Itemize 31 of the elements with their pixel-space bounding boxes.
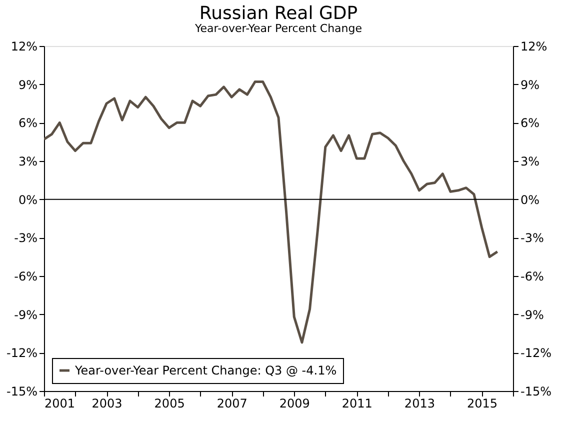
- y2-tick-label: 12%: [520, 40, 548, 54]
- x-tick-label: 2005: [154, 396, 185, 410]
- chart-subtitle: Year-over-Year Percent Change: [194, 22, 362, 35]
- y2-tick-label: -3%: [520, 231, 544, 246]
- x-tick-label: 2009: [279, 396, 310, 410]
- legend-label: Year-over-Year Percent Change: Q3 @ -4.1%: [74, 364, 337, 378]
- y-tick-label: 3%: [18, 154, 38, 168]
- y-tick-label: -3%: [14, 231, 38, 246]
- y-tick-label: 0%: [18, 192, 38, 207]
- y2-tick-label: -9%: [520, 308, 544, 322]
- x-tick-label: 2013: [404, 396, 435, 410]
- y2-tick-label: -6%: [520, 270, 544, 284]
- chart-title: Russian Real GDP: [199, 3, 358, 24]
- y-tick-label: -6%: [14, 270, 38, 284]
- x-tick-label: 2011: [342, 396, 372, 410]
- x-tick-label: 2003: [92, 396, 122, 410]
- y-tick-label: -12%: [6, 346, 38, 360]
- y2-tick-label: 3%: [520, 154, 540, 168]
- y2-tick-label: -12%: [520, 346, 552, 360]
- x-tick-label: 2015: [466, 396, 498, 410]
- y-tick-label: -15%: [6, 384, 38, 398]
- y2-tick-label: 0%: [520, 192, 540, 207]
- x-tick-label: 2001: [44, 396, 76, 410]
- y2-tick-label: -15%: [520, 384, 552, 398]
- x-tick-label: 2007: [216, 396, 248, 410]
- y-tick-label: 6%: [18, 116, 38, 130]
- y-tick-label: 9%: [18, 78, 38, 92]
- y-tick-label: 12%: [10, 40, 38, 54]
- y-tick-label: -9%: [14, 308, 38, 322]
- y2-tick-label: 9%: [520, 78, 540, 92]
- y2-tick-label: 6%: [520, 116, 540, 130]
